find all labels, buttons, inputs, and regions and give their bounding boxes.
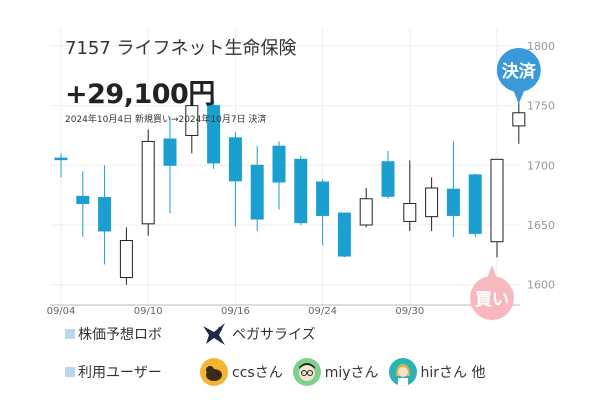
x-tick-label: 09/04 (47, 306, 76, 317)
candle-body (381, 161, 395, 197)
candle (512, 96, 526, 144)
sell-marker-pointer (512, 89, 525, 104)
candle (425, 177, 439, 231)
y-axis-labels: 1600 1650 1700 1750 1800 (527, 40, 555, 292)
legend-square-icon (65, 367, 75, 377)
users-label: 利用ユーザー (78, 365, 162, 381)
x-tick-label: 09/16 (221, 306, 250, 317)
robot-label: 株価予想ロボ (78, 327, 162, 343)
legend-square-icon (65, 329, 75, 339)
buy-marker: 買い (470, 265, 514, 320)
x-tick-label: 09/10 (134, 306, 163, 317)
trade-description: 2024年10月4日 新規買い→2024年10月7日 決済 (65, 115, 267, 125)
user-name: miyさん (324, 365, 379, 381)
candle (163, 117, 177, 214)
candle-body (468, 174, 482, 234)
candle-body (54, 157, 68, 161)
y-tick-label: 1700 (527, 159, 555, 172)
candle-body (250, 164, 264, 220)
candle-body (228, 137, 242, 182)
candles (54, 96, 526, 285)
candle (490, 158, 504, 258)
candle (381, 150, 395, 199)
sell-marker-label: 決済 (502, 61, 537, 82)
candle-body (76, 195, 90, 205)
candle (141, 129, 155, 236)
candle-body (163, 138, 177, 166)
candle-body (119, 240, 133, 279)
user-name: hirさん 他 (420, 365, 486, 381)
candle (316, 179, 330, 246)
stock-title: 7157 ライフネット生命保険 (65, 38, 297, 59)
robot-name: ペガサライズ (232, 327, 316, 343)
user-ccs[interactable]: ccsさん (200, 358, 283, 386)
candle (337, 212, 351, 258)
candle (294, 155, 308, 226)
candle (76, 171, 90, 237)
candle (207, 99, 221, 169)
y-tick-label: 1600 (527, 279, 555, 292)
candle-body (359, 198, 373, 226)
buy-marker-label: 買い (475, 290, 509, 310)
candle-body (316, 181, 330, 216)
cat-avatar-icon (200, 358, 228, 386)
candle (228, 131, 242, 227)
candle (54, 153, 68, 178)
candle-body (512, 112, 526, 127)
user-name: ccsさん (232, 365, 283, 381)
candle-body (98, 197, 112, 232)
candle (119, 227, 133, 285)
candle-body (337, 212, 351, 257)
x-tick-label: 09/30 (395, 306, 424, 317)
candle-body (272, 145, 286, 183)
sell-marker: 決済 (496, 48, 541, 104)
user-hir[interactable]: hirさん 他 (388, 358, 486, 386)
candle (185, 105, 199, 154)
glasses-avatar-icon (292, 358, 321, 386)
candle (359, 187, 373, 228)
woman-avatar-icon (388, 358, 417, 386)
y-tick-label: 1650 (527, 219, 555, 232)
users-row: 利用ユーザー ccsさん miyさん hirさん 他 (65, 358, 495, 386)
candle-body (185, 105, 199, 136)
profit-amount: +29,100円 (65, 79, 215, 110)
candle-body (446, 188, 460, 216)
user-miy[interactable]: miyさん (292, 358, 379, 386)
candle (272, 141, 286, 210)
candle (403, 160, 417, 231)
candle (98, 165, 112, 265)
candle-body (403, 203, 417, 222)
y-tick-label: 1800 (527, 40, 555, 53)
y-tick-label: 1750 (527, 100, 555, 113)
candle-body (425, 187, 439, 218)
candle-body (490, 158, 504, 243)
buy-marker-circle (470, 276, 514, 320)
candle (468, 173, 482, 237)
candle (446, 141, 460, 237)
pegasus-logo-icon (200, 320, 228, 348)
candle-body (207, 105, 221, 164)
robot[interactable]: ペガサライズ (200, 320, 316, 348)
candle-body (294, 158, 308, 224)
candle (250, 146, 264, 231)
robot-row: 株価予想ロボ ペガサライズ (65, 320, 326, 348)
sell-marker-circle (496, 48, 541, 92)
candle-body (141, 140, 155, 225)
x-tick-label: 09/24 (308, 306, 337, 317)
